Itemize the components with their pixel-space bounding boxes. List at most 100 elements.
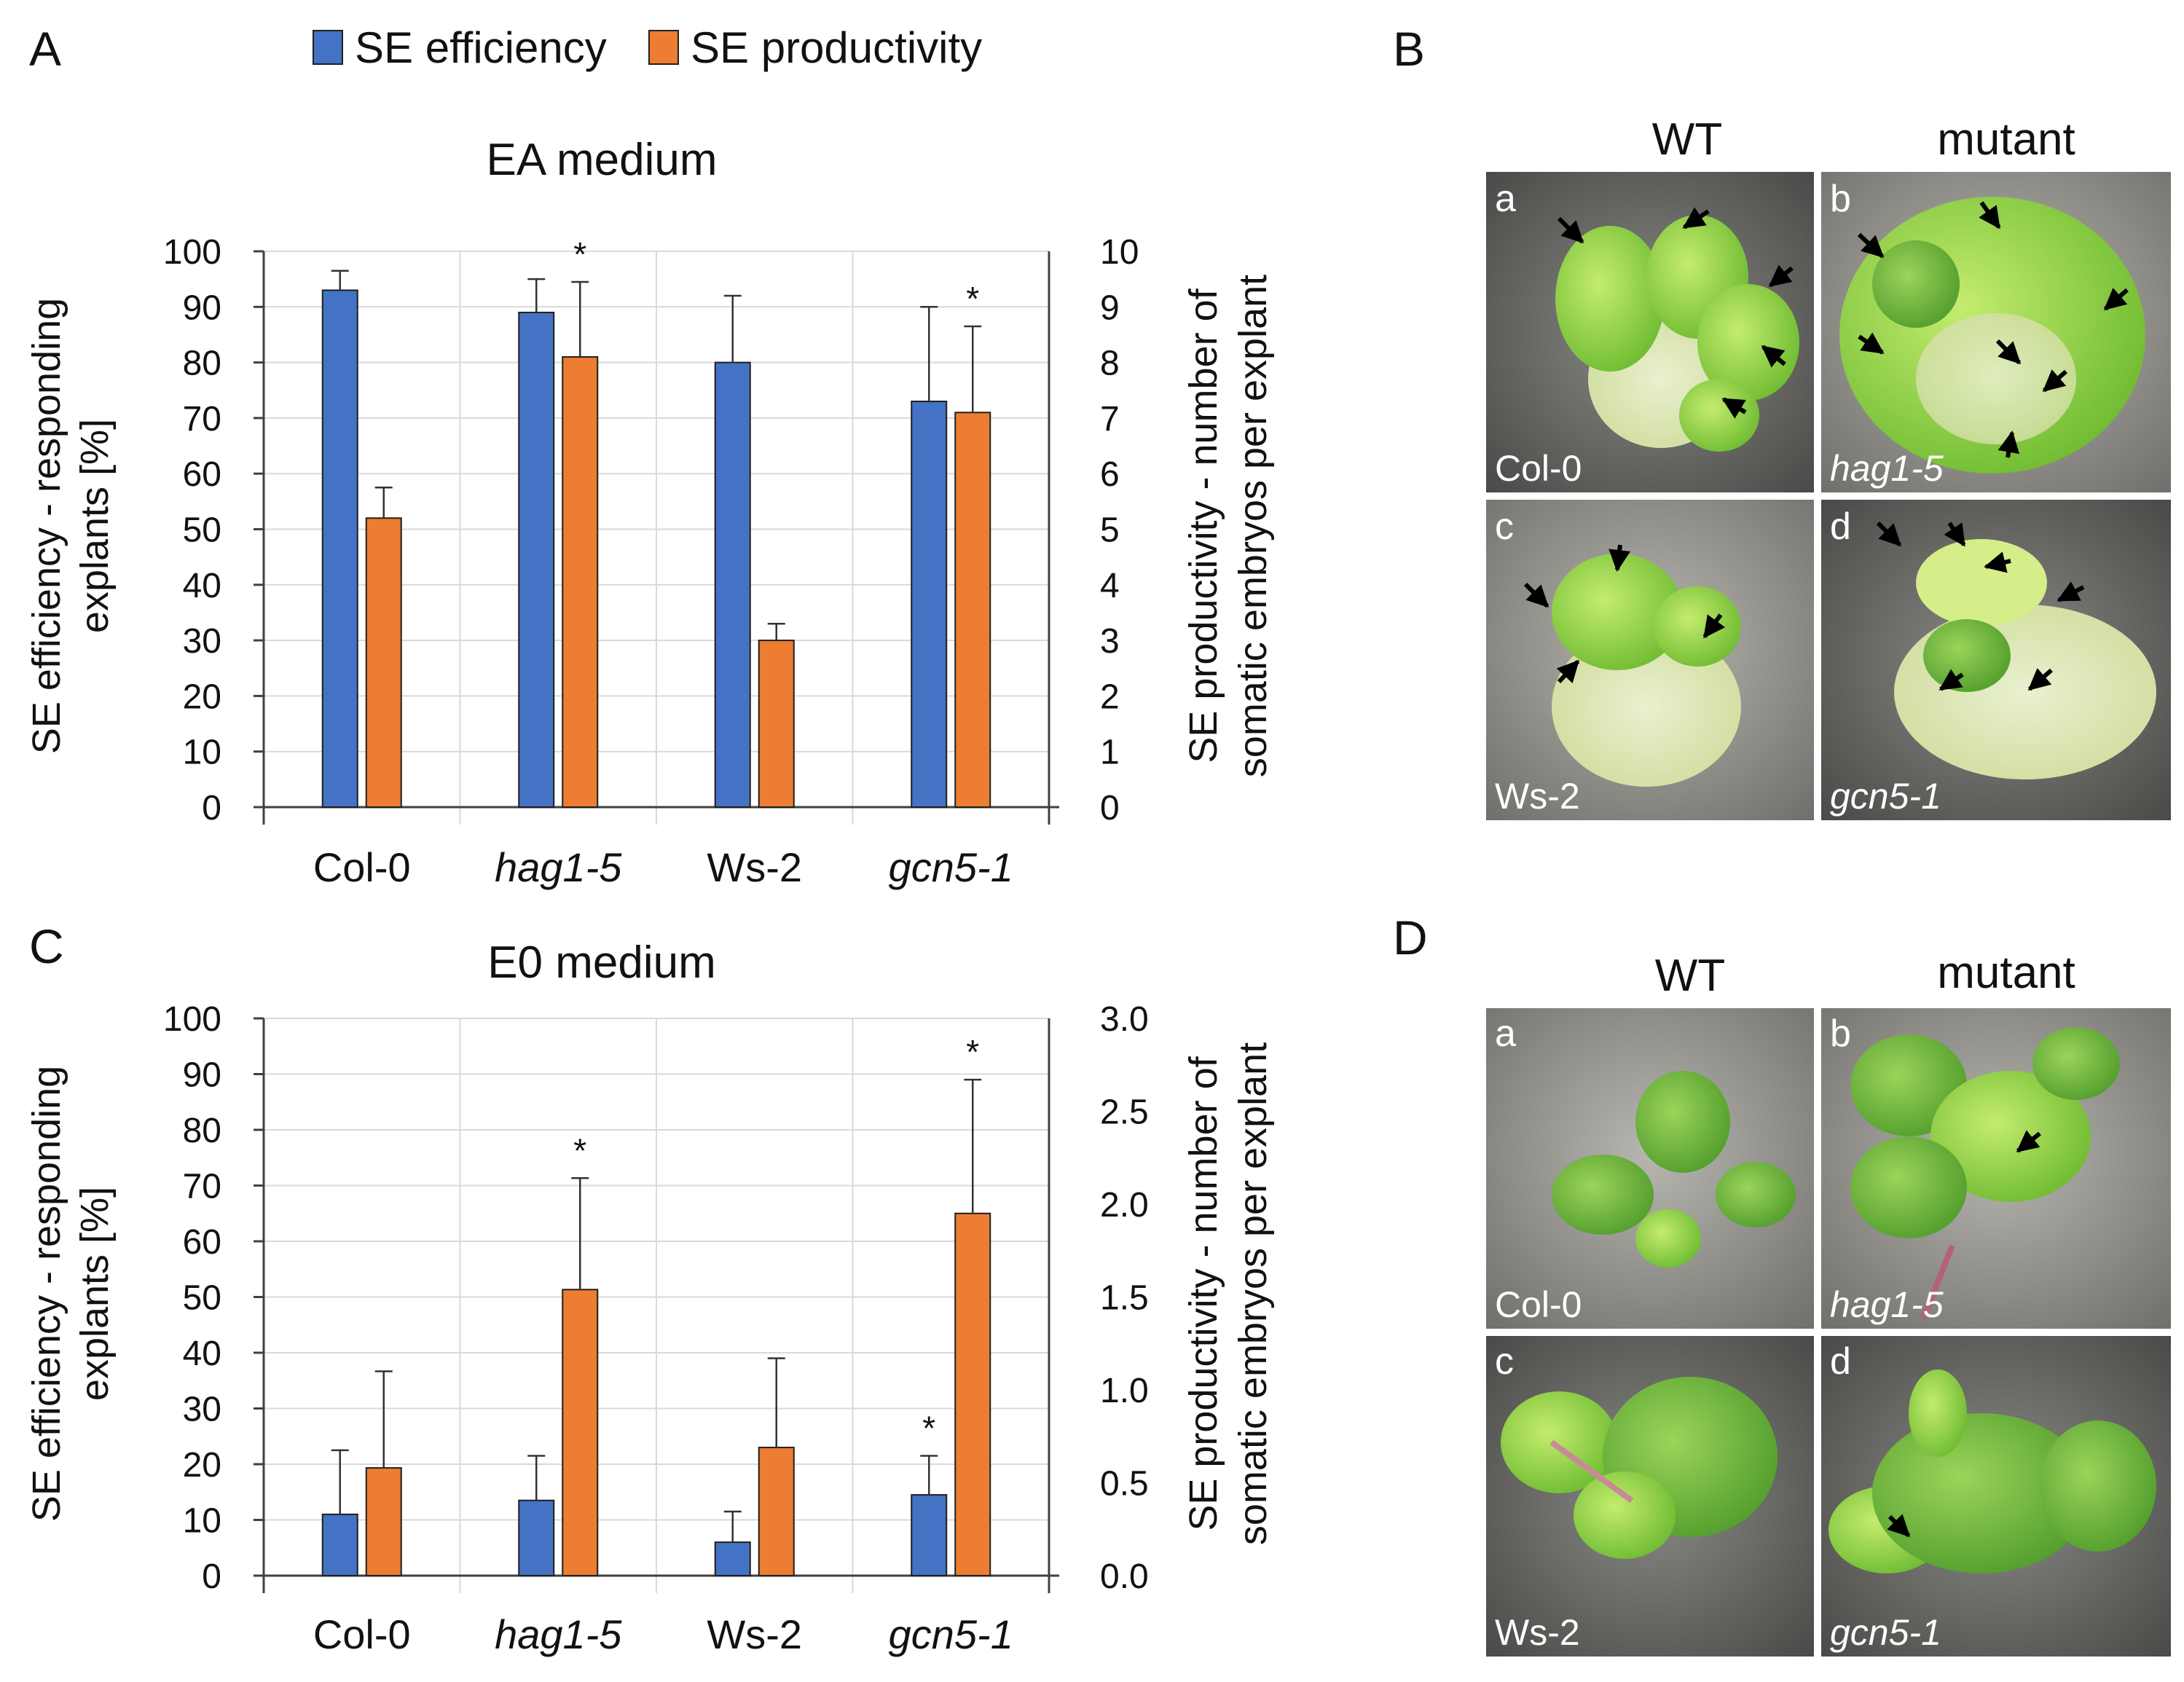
- right-tick-label: 1: [1100, 734, 1120, 772]
- seedling-genotype-label: Col-0: [1495, 1284, 1582, 1325]
- right-tick-label: 7: [1100, 400, 1120, 439]
- seedling-genotype-label: hag1-5: [1830, 1284, 1944, 1325]
- seedling-col-0: a Col-0: [1486, 1008, 1814, 1329]
- chart-title: E0 medium: [487, 938, 716, 988]
- column-header-wt: WT: [1652, 114, 1722, 165]
- category-label: Col-0: [313, 1611, 411, 1657]
- bar-efficiency-Ws-2: [714, 1541, 751, 1577]
- bar-efficiency-Ws-2: [714, 361, 751, 809]
- legend-productivity-label: SE productivity: [691, 23, 982, 72]
- bar-productivity-Col-0: [365, 517, 402, 808]
- right-tick-label: 6: [1100, 455, 1120, 494]
- left-tick-label: 30: [183, 1391, 221, 1429]
- micrograph-letter: b: [1830, 178, 1851, 220]
- right-tick-label: 2.5: [1100, 1093, 1149, 1132]
- column-header-mutant: mutant: [1937, 948, 2075, 998]
- left-tick-label: 20: [183, 677, 221, 716]
- left-tick-label: 10: [183, 734, 221, 772]
- right-tick-label: 0.5: [1100, 1465, 1149, 1504]
- right-tick-label: 2: [1100, 677, 1120, 716]
- bar-productivity-Col-0: [365, 1467, 402, 1576]
- left-tick-label: 0: [202, 1557, 221, 1596]
- seedling-letter: b: [1830, 1013, 1851, 1055]
- left-tick-label: 60: [183, 455, 221, 494]
- seedling-genotype-label: gcn5-1: [1830, 1612, 1941, 1653]
- left-tick-label: 10: [183, 1502, 221, 1541]
- right-axis-title-line2: somatic embryos per explant: [1231, 1042, 1275, 1545]
- bar-efficiency-hag1-5: [518, 1499, 555, 1577]
- micrograph-genotype-label: Ws-2: [1495, 776, 1580, 817]
- right-tick-label: 4: [1100, 567, 1120, 605]
- significance-asterisk: *: [966, 280, 979, 318]
- category-label: gcn5-1: [889, 1611, 1013, 1657]
- micrograph-hag1-5: b hag1-5: [1821, 172, 2171, 492]
- micrograph-genotype-label: gcn5-1: [1830, 776, 1941, 817]
- left-axis-title-line1: SE efficiency - responding: [25, 298, 68, 754]
- right-tick-label: 2.0: [1100, 1186, 1149, 1225]
- significance-asterisk: *: [922, 1410, 935, 1447]
- micrograph-letter: d: [1830, 506, 1851, 548]
- panel-label-c: C: [29, 919, 64, 973]
- significance-asterisk: *: [573, 235, 586, 273]
- panel-label-d: D: [1393, 911, 1428, 964]
- left-tick-label: 70: [183, 1168, 221, 1206]
- column-header-mutant: mutant: [1937, 114, 2075, 165]
- seedling-letter: a: [1495, 1013, 1516, 1055]
- seedling-letter: d: [1830, 1340, 1851, 1383]
- chart-title: EA medium: [486, 135, 717, 185]
- seedling-gcn5-1: d gcn5-1: [1821, 1336, 2171, 1657]
- micrograph-col-0: a Col-0: [1486, 172, 1814, 492]
- panel-d-seedlings: WT mutant a Col-0 b hag1-5: [1486, 948, 2171, 1657]
- right-tick-label: 5: [1100, 511, 1120, 550]
- bar-productivity-Ws-2: [758, 640, 795, 808]
- right-tick-label: 9: [1100, 288, 1120, 327]
- micrograph-genotype-label: Col-0: [1495, 448, 1582, 489]
- bar-productivity-Ws-2: [758, 1447, 795, 1577]
- category-label: Col-0: [313, 844, 411, 890]
- category-label: gcn5-1: [889, 844, 1013, 890]
- right-tick-label: 1.5: [1100, 1279, 1149, 1318]
- micrograph-gcn5-1: d gcn5-1: [1821, 500, 2171, 820]
- bar-productivity-hag1-5: [562, 1289, 599, 1577]
- bar-efficiency-gcn5-1: [911, 1494, 948, 1576]
- left-tick-label: 80: [183, 1112, 221, 1150]
- left-axis-title-line2: explants [%]: [73, 1187, 117, 1401]
- right-axis-title-line1: SE productivity - number of: [1182, 1056, 1225, 1530]
- seedling-ws-2: c Ws-2: [1486, 1336, 1814, 1657]
- bar-productivity-gcn5-1: [954, 1212, 991, 1576]
- micrograph-genotype-label: hag1-5: [1830, 448, 1944, 489]
- micrograph-letter: a: [1495, 178, 1516, 220]
- right-axis-title-line2: somatic embryos per explant: [1231, 275, 1275, 777]
- left-tick-label: 30: [183, 622, 221, 661]
- category-label: hag1-5: [495, 1611, 622, 1657]
- left-tick-label: 90: [183, 288, 221, 327]
- bar-efficiency-gcn5-1: [911, 401, 948, 808]
- left-tick-label: 70: [183, 400, 221, 439]
- chart-ea-medium: EA medium 0 10 20 30 40 50 60 70 80 90 100 0 1 2 3 4 5 6 7…: [25, 135, 1275, 890]
- left-tick-label: 20: [183, 1446, 221, 1485]
- left-axis-title-line1: SE efficiency - responding: [25, 1066, 68, 1522]
- bar-productivity-hag1-5: [562, 355, 599, 809]
- left-tick-label: 0: [202, 789, 221, 828]
- category-label: Ws-2: [707, 844, 802, 890]
- left-axis-title-line2: explants [%]: [73, 419, 117, 633]
- bar-efficiency-Col-0: [321, 1513, 358, 1577]
- bar-efficiency-hag1-5: [518, 311, 555, 808]
- bar-efficiency-Col-0: [321, 289, 358, 809]
- column-header-wt: WT: [1655, 951, 1725, 1001]
- chart-e0-medium: E0 medium 0 10 20 30 40 50 60 70 80 90 100 0.0 0.5 1.…: [25, 938, 1275, 1657]
- right-tick-label: 8: [1100, 345, 1120, 383]
- legend-swatch-productivity: [648, 30, 679, 65]
- legend: SE efficiency SE productivity: [313, 23, 982, 72]
- left-tick-label: 100: [163, 1000, 221, 1039]
- left-tick-label: 60: [183, 1223, 221, 1262]
- right-tick-label: 1.0: [1100, 1372, 1149, 1410]
- left-tick-label: 90: [183, 1056, 221, 1095]
- left-tick-label: 40: [183, 1335, 221, 1373]
- left-tick-label: 100: [163, 233, 221, 272]
- left-tick-label: 50: [183, 511, 221, 550]
- left-tick-label: 50: [183, 1279, 221, 1318]
- panel-b-micrographs: WT mutant a Col-0: [1486, 114, 2171, 820]
- significance-asterisk: *: [966, 1033, 979, 1071]
